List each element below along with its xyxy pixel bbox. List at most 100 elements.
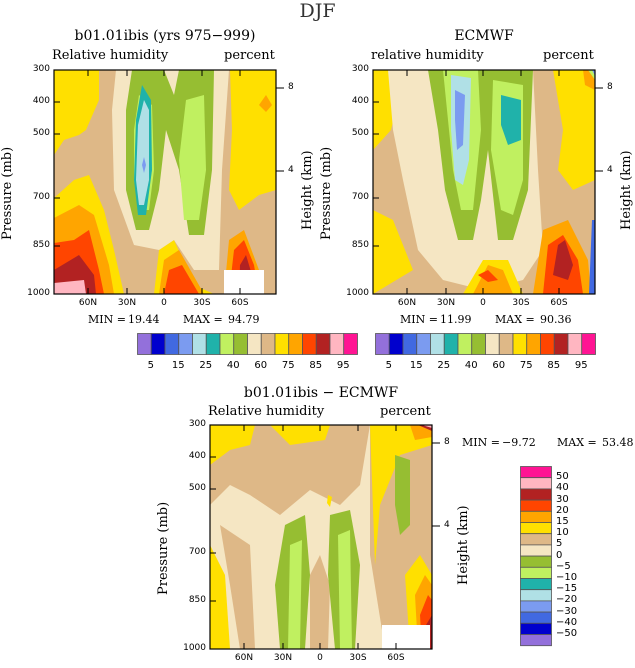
colorbar-label: 30 — [556, 493, 569, 505]
colorbar-box — [520, 544, 552, 557]
colorbar-box — [581, 333, 596, 355]
x-tick-label: 60N — [397, 298, 417, 308]
contour-region — [210, 425, 255, 465]
min-label: MIN = — [88, 313, 126, 326]
colorbar-box — [315, 333, 331, 355]
colorbar-box — [520, 566, 552, 579]
colorbar-label: 50 — [556, 471, 569, 483]
colorbar-box — [205, 333, 221, 355]
colorbar-box — [520, 611, 552, 624]
colorbar-box — [520, 477, 552, 490]
contour-region — [54, 70, 99, 155]
contour-region — [210, 425, 370, 515]
colorbar-box — [375, 333, 390, 355]
contour-region — [455, 90, 465, 150]
colorbar-label: 0 — [556, 549, 563, 561]
y-tick-label: 400 — [188, 451, 206, 461]
contour-region — [142, 157, 146, 173]
colorbar-box — [485, 333, 500, 355]
colorbar-label: 60 — [492, 360, 506, 371]
plot-frame — [372, 69, 596, 295]
left-subtitle: Relative humidity — [208, 404, 325, 419]
contour-region — [592, 70, 595, 76]
figure-title: DJF — [299, 0, 336, 22]
colorbar-box — [520, 488, 552, 501]
left-subtitle: Relative humidity — [52, 48, 169, 63]
x-tick-label: 30S — [512, 298, 530, 308]
y2-tick-label: 4 — [444, 520, 450, 530]
colorbar-box — [178, 333, 193, 355]
y-tick-label: 1000 — [183, 643, 206, 653]
colorbar-box — [164, 333, 180, 355]
colorbar-label: 25 — [199, 360, 213, 371]
contour-region — [395, 455, 410, 535]
contour-region — [501, 95, 521, 145]
colorbar-box — [288, 333, 303, 355]
panel-title: b01.01ibis (yrs 975−999) — [74, 28, 256, 44]
contour-region — [270, 425, 330, 445]
x-tick-label: 0 — [317, 653, 323, 663]
right-subtitle: percent — [380, 404, 431, 419]
colorbar-box — [150, 333, 166, 355]
plot-frame — [53, 69, 277, 295]
y-tick-label: 300 — [351, 64, 369, 74]
colorbar-label: −40 — [556, 616, 578, 628]
colorbar-label: 5 — [385, 360, 392, 371]
contour-region — [164, 265, 199, 294]
x-tick-label: 60S — [387, 653, 405, 663]
colorbar-box — [520, 600, 552, 613]
colorbar-label: 75 — [519, 360, 533, 371]
right-subtitle: percent — [224, 48, 275, 63]
contour-region — [422, 425, 432, 428]
y-tick-label: 400 — [32, 96, 50, 106]
contour-region — [370, 425, 432, 565]
colorbar — [375, 333, 596, 355]
contour-region — [229, 70, 276, 210]
y2-tick-label: 8 — [444, 437, 450, 447]
colorbar-label: −15 — [556, 583, 578, 595]
colorbar-box — [302, 333, 317, 355]
colorbar-label: 20 — [556, 504, 569, 516]
colorbar-box — [540, 333, 555, 355]
colorbar-box — [471, 333, 486, 355]
y-tick-label: 500 — [32, 128, 50, 138]
colorbar-label: 40 — [556, 482, 569, 494]
y2-axis-label: Height (km) — [619, 150, 634, 230]
x-tick-label: 0 — [480, 298, 486, 308]
x-tick-label: 30S — [193, 298, 211, 308]
colorbar-label: 25 — [437, 360, 451, 371]
colorbar-label: 85 — [547, 360, 561, 371]
x-tick-label: 30N — [436, 298, 456, 308]
colorbar-box — [520, 466, 552, 479]
y-tick-label: 300 — [32, 64, 50, 74]
colorbar-label: −10 — [556, 572, 578, 583]
max-value: 53.48 — [602, 436, 634, 449]
contour-region — [310, 555, 330, 649]
colorbar-label: 15 — [409, 360, 423, 371]
colorbar-box — [247, 333, 262, 355]
colorbar-label: 10 — [556, 527, 569, 539]
min-value: 11.99 — [440, 313, 472, 326]
y-axis-label: Pressure (mb) — [156, 501, 171, 595]
max-label: MAX = — [557, 436, 597, 449]
contour-region — [589, 220, 595, 294]
y-axis-label: Pressure (mb) — [319, 146, 334, 240]
y2-tick-label: 8 — [288, 82, 294, 92]
colorbar-box — [343, 333, 358, 355]
y-tick-label: 700 — [188, 547, 206, 557]
colorbar-box — [520, 622, 552, 635]
x-tick-label: 60N — [234, 653, 254, 663]
x-tick-label: 30S — [349, 653, 367, 663]
max-label: MAX = — [183, 313, 223, 326]
colorbar-box — [416, 333, 431, 355]
contour-region — [224, 270, 264, 294]
contour-plot — [209, 424, 440, 650]
colorbar-label: 75 — [281, 360, 295, 371]
colorbar-label: −50 — [556, 628, 578, 639]
contour-region — [553, 240, 573, 280]
colorbar-box — [520, 522, 552, 535]
y-tick-label: 700 — [351, 192, 369, 202]
colorbar-label: −30 — [556, 605, 578, 617]
y-tick-label: 850 — [351, 240, 369, 250]
